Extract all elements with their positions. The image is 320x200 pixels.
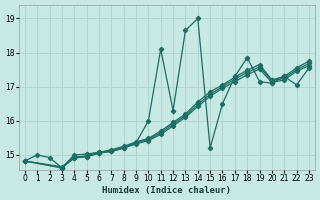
X-axis label: Humidex (Indice chaleur): Humidex (Indice chaleur) (102, 186, 231, 195)
